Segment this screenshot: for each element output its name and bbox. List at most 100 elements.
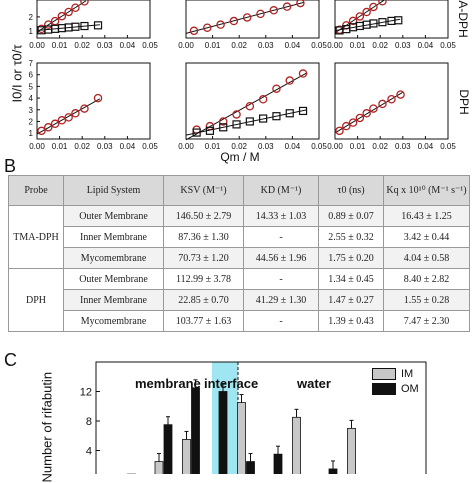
x-tick-label: 0.02 xyxy=(231,41,247,50)
x-tick-label: 0.00 xyxy=(327,142,343,150)
bar-im xyxy=(347,427,356,474)
data-point-circle xyxy=(296,0,305,8)
x-tick-label: 0.03 xyxy=(258,142,274,150)
data-point-circle xyxy=(232,110,241,119)
data-point-circle xyxy=(218,117,228,126)
data-point-circle xyxy=(378,0,387,6)
table-row: Mycomembrane 103.77 ± 1.63 - 1.39 ± 0.43… xyxy=(9,310,470,332)
y-tick-label: 4 xyxy=(86,446,92,458)
y-tick-label: 3 xyxy=(29,106,34,115)
data-point-square xyxy=(298,106,308,116)
header-kq: Kq x 10¹⁰ (M⁻¹ s⁻¹) xyxy=(383,175,470,206)
data-point-circle xyxy=(80,0,89,6)
data-point-circle xyxy=(203,23,212,32)
region-label-membrane: membrane xyxy=(135,376,201,391)
table-cell: 14.33 ± 1.03 xyxy=(243,205,319,227)
legend-swatch-im xyxy=(372,368,396,380)
data-point-circle xyxy=(71,3,80,12)
data-point-circle xyxy=(282,2,292,11)
data-point-circle xyxy=(229,16,239,26)
data-point-circle xyxy=(80,104,89,113)
x-tick-label: 0.03 xyxy=(395,142,411,150)
table-row: Inner Membrane 22.85 ± 0.70 41.29 ± 1.30… xyxy=(9,289,470,311)
y-tick-label: 7 xyxy=(29,59,34,68)
x-tick-label: 0.01 xyxy=(350,142,366,150)
x-tick-label: 0.03 xyxy=(97,41,113,50)
data-point-circle xyxy=(64,113,73,122)
table-cell: 112.99 ± 3.78 xyxy=(163,268,244,290)
x-tick-label: 0.04 xyxy=(418,41,434,50)
table-cell: 146.50 ± 2.79 xyxy=(163,205,244,227)
table-cell: Inner Membrane xyxy=(63,226,164,248)
plot-frame xyxy=(36,0,151,39)
y-tick-label: 2 xyxy=(29,117,34,126)
bar-im xyxy=(237,402,246,474)
row-label-tma-dph: A-DPH xyxy=(456,0,470,38)
x-tick-label: 0.03 xyxy=(395,41,411,50)
bar-om xyxy=(273,453,283,474)
data-point-circle xyxy=(242,13,252,22)
data-point-circle xyxy=(44,20,53,29)
x-tick-label: 0.00 xyxy=(178,142,194,150)
x-tick-label: 0.00 xyxy=(327,41,343,50)
bar-om xyxy=(328,468,338,474)
table-cell: 1.34 ± 0.45 xyxy=(318,268,384,290)
data-point-circle xyxy=(342,121,351,131)
x-tick-label: 0.05 xyxy=(440,41,456,50)
x-tick-label: 0.04 xyxy=(120,142,136,150)
bar-om xyxy=(218,391,228,474)
legend-label-om: OM xyxy=(401,383,419,395)
fit-line xyxy=(36,98,101,135)
table-cell: Outer Membrane xyxy=(63,205,164,227)
data-point-circle xyxy=(348,118,358,127)
header-tau0: τ0 (ns) xyxy=(318,175,384,206)
plot-bottom-middle: 0.00 0.01 0.02 0.03 0.04 0.05 xyxy=(178,62,327,150)
data-point-square xyxy=(232,120,241,129)
data-point-circle xyxy=(256,9,265,19)
bar-im xyxy=(292,416,301,474)
table-cell: 70.73 ± 1.20 xyxy=(163,247,244,269)
data-point-square xyxy=(80,21,89,31)
data-point-square xyxy=(219,123,228,132)
bar-im xyxy=(154,461,164,474)
x-tick-label: 0.04 xyxy=(285,41,301,50)
y-tick-label: 5 xyxy=(29,82,34,91)
table-cell: - xyxy=(243,268,319,290)
y-tick-label: 8 xyxy=(86,416,92,428)
x-tick-label: 0.05 xyxy=(440,142,456,150)
x-tick-label: 0.00 xyxy=(178,41,194,50)
panel-c-y-label: Number of rifabutin xyxy=(39,371,55,483)
region-label-interface: interface xyxy=(204,376,259,391)
table-cell: 2.55 ± 0.32 xyxy=(318,226,384,248)
data-point-square xyxy=(192,128,201,137)
plot-bottom-right: 0.00 0.01 0.02 0.03 0.04 0.05 xyxy=(327,62,456,150)
data-point-circle xyxy=(362,109,371,118)
panel-a-x-label: Qm / M xyxy=(220,150,260,164)
data-point-circle xyxy=(44,123,53,132)
x-tick-label: 0.01 xyxy=(350,41,366,50)
table-cell: Mycomembrane xyxy=(63,310,164,332)
y-tick-label: 12 xyxy=(80,387,92,399)
data-point-circle xyxy=(355,12,365,21)
plot-top-right: 0.00 0.01 0.02 0.03 0.04 0.05 xyxy=(327,0,456,50)
data-point-square xyxy=(285,109,294,118)
kinetics-table: Probe Lipid System KSV (M⁻¹) KD (M⁻¹) τ0… xyxy=(8,175,470,332)
data-point-circle xyxy=(369,2,378,12)
table-cell: 16.43 ± 1.25 xyxy=(383,205,470,227)
table-cell: 1.47 ± 0.27 xyxy=(318,289,384,311)
bar-om xyxy=(163,424,173,474)
table-cell: 7.47 ± 2.30 xyxy=(383,310,470,332)
x-tick-label: 0.05 xyxy=(142,41,158,50)
data-point-circle xyxy=(50,16,60,26)
data-point-circle xyxy=(245,102,255,111)
plot-top-left: 0.00 0.01 0.02 0.03 0.04 0.05 2 1 xyxy=(29,0,158,50)
probe-cell: TMA-DPH xyxy=(8,205,64,269)
region-label-water: water xyxy=(297,376,331,391)
data-point-circle xyxy=(298,69,308,78)
table-cell: 1.39 ± 0.43 xyxy=(318,310,384,332)
data-point-circle xyxy=(71,109,80,118)
probe-cell: DPH xyxy=(8,268,64,332)
x-tick-label: 0.01 xyxy=(205,142,221,150)
x-tick-label: 0.04 xyxy=(285,142,301,150)
panel-c-chart: 12 8 4 xyxy=(80,361,427,474)
